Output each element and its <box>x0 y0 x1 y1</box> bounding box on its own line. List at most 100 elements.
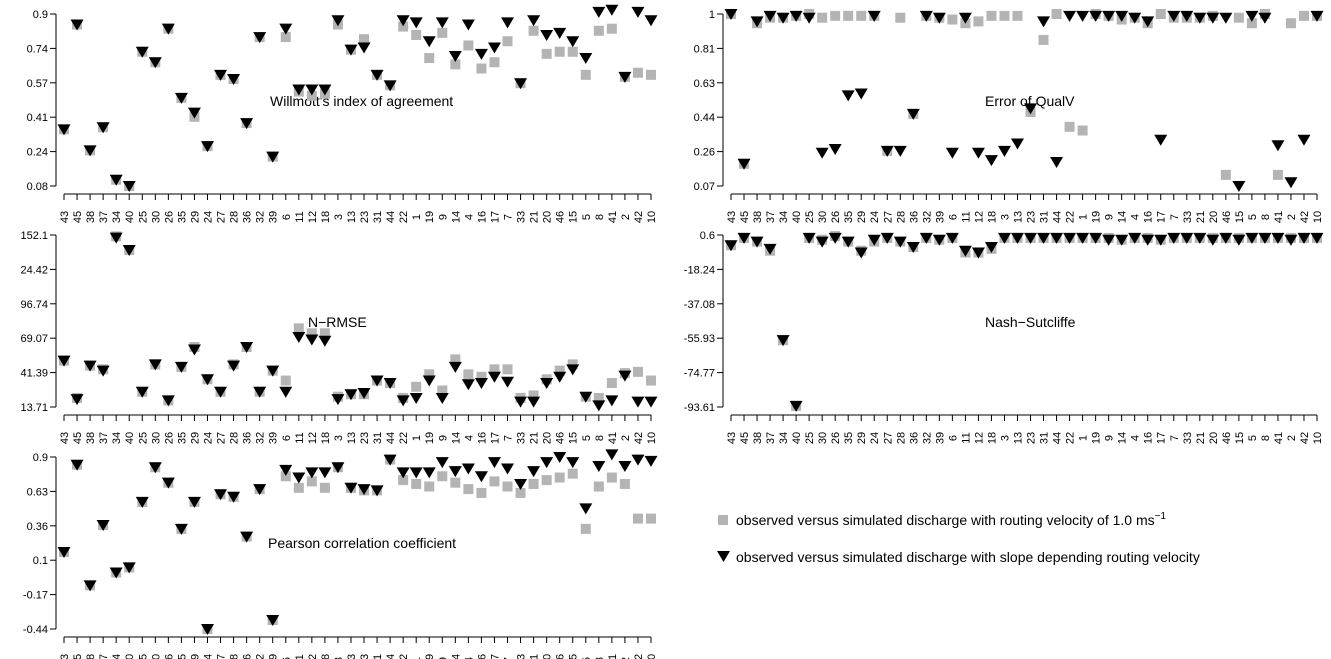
point-slope-velocity <box>1102 234 1116 246</box>
point-fixed-velocity <box>437 385 448 396</box>
point-slope-velocity <box>187 344 201 356</box>
x-tick-label: 21 <box>529 211 541 223</box>
x-tick-label: 44 <box>385 211 397 223</box>
x-tick-label: 12 <box>307 654 319 659</box>
point-fixed-velocity <box>411 478 422 489</box>
x-tick-label: 44 <box>385 432 397 444</box>
point-fixed-velocity <box>606 23 617 34</box>
x-tick-label: 14 <box>450 211 462 223</box>
x-tick-label: 35 <box>843 432 855 444</box>
point-slope-velocity <box>435 17 449 29</box>
x-tick-label: 37 <box>765 211 777 223</box>
point-slope-velocity <box>227 74 241 86</box>
x-tick-label: 2 <box>620 435 632 441</box>
y-tick-label: 96.74 <box>20 299 48 311</box>
point-fixed-velocity <box>554 365 565 376</box>
point-slope-velocity <box>1115 10 1129 22</box>
point-slope-velocity <box>802 12 816 24</box>
x-tick-label: 46 <box>1221 211 1233 223</box>
point-fixed-velocity <box>306 328 317 339</box>
y-tick-label: -55.93 <box>684 333 715 345</box>
x-tick-label: 42 <box>633 211 645 223</box>
x-tick-label: 6 <box>281 214 293 220</box>
x-tick-label: 18 <box>320 654 332 659</box>
point-slope-velocity <box>187 496 201 508</box>
point-fixed-velocity <box>1155 9 1166 19</box>
point-slope-velocity <box>737 158 751 170</box>
point-fixed-velocity <box>593 392 604 403</box>
x-tick-label: 36 <box>242 654 254 659</box>
point-slope-velocity <box>1089 10 1103 22</box>
x-tick-label: 15 <box>1234 211 1246 223</box>
x-tick-label: 22 <box>398 654 410 659</box>
legend-marker-fixed-velocity <box>718 515 728 525</box>
x-tick-label: 11 <box>294 654 306 659</box>
x-tick-label: 40 <box>791 211 803 223</box>
x-tick-label: 31 <box>372 432 384 444</box>
point-fixed-velocity <box>489 57 500 68</box>
panel-title: N−RMSE <box>308 314 367 330</box>
x-tick-label: 25 <box>804 211 816 223</box>
x-tick-label: 13 <box>346 654 358 659</box>
x-tick-label: 24 <box>869 211 881 223</box>
point-slope-velocity <box>1271 232 1285 244</box>
point-slope-velocity <box>527 466 541 478</box>
x-tick-label: 27 <box>216 432 228 444</box>
point-slope-velocity <box>592 6 606 18</box>
x-tick-label: 23 <box>359 211 371 223</box>
x-tick-label: 6 <box>281 435 293 441</box>
point-slope-velocity <box>174 92 188 104</box>
x-tick-label: 12 <box>307 211 319 223</box>
x-tick-label: 25 <box>804 432 816 444</box>
point-slope-velocity <box>527 15 541 27</box>
x-tick-label: 5 <box>1247 214 1259 220</box>
point-slope-velocity <box>1076 232 1090 244</box>
x-tick-label: 20 <box>542 654 554 659</box>
x-tick-label: 24 <box>202 211 214 223</box>
point-slope-velocity <box>357 484 371 496</box>
point-fixed-velocity <box>554 472 565 483</box>
legend-label-fixed-velocity: observed versus simulated discharge with… <box>736 511 1166 528</box>
point-slope-velocity <box>200 624 214 635</box>
x-tick-label: 38 <box>752 432 764 444</box>
point-slope-velocity <box>566 364 580 376</box>
point-fixed-velocity <box>528 25 539 36</box>
x-tick-label: 17 <box>489 432 501 444</box>
x-tick-label: 39 <box>268 432 280 444</box>
point-slope-velocity <box>1154 134 1168 146</box>
x-tick-label: 21 <box>1195 432 1207 444</box>
x-tick-label: 16 <box>476 432 488 444</box>
point-slope-velocity <box>1037 16 1051 28</box>
point-slope-velocity <box>540 29 554 41</box>
point-slope-velocity <box>396 15 410 27</box>
point-fixed-velocity <box>1220 169 1231 180</box>
point-fixed-velocity <box>359 34 370 45</box>
point-fixed-velocity <box>398 475 409 486</box>
point-fixed-velocity <box>1298 10 1309 21</box>
y-tick-label: 13.71 <box>20 402 48 414</box>
x-tick-label: 8 <box>1260 435 1272 441</box>
point-slope-velocity <box>279 386 293 398</box>
point-slope-velocity <box>592 400 606 412</box>
point-fixed-velocity <box>973 16 984 27</box>
x-tick-label: 46 <box>1221 432 1233 444</box>
x-tick-label: 7 <box>503 435 515 441</box>
x-tick-label: 29 <box>189 432 201 444</box>
point-fixed-velocity <box>1233 12 1244 23</box>
point-fixed-velocity <box>306 90 317 101</box>
point-slope-velocity <box>122 562 136 574</box>
point-slope-velocity <box>932 12 946 24</box>
x-tick-label: 12 <box>973 211 985 223</box>
x-tick-label: 22 <box>398 211 410 223</box>
point-fixed-velocity <box>515 487 526 498</box>
x-tick-label: 5 <box>581 657 593 659</box>
point-slope-velocity <box>1154 234 1168 246</box>
x-tick-label: 17 <box>489 211 501 223</box>
x-tick-label: 41 <box>607 654 619 659</box>
x-tick-label: 23 <box>359 432 371 444</box>
point-slope-velocity <box>174 523 188 535</box>
point-slope-velocity <box>1050 232 1064 244</box>
x-tick-label: 4 <box>1130 214 1142 220</box>
point-slope-velocity <box>644 396 658 408</box>
x-tick-label: 27 <box>216 654 228 659</box>
